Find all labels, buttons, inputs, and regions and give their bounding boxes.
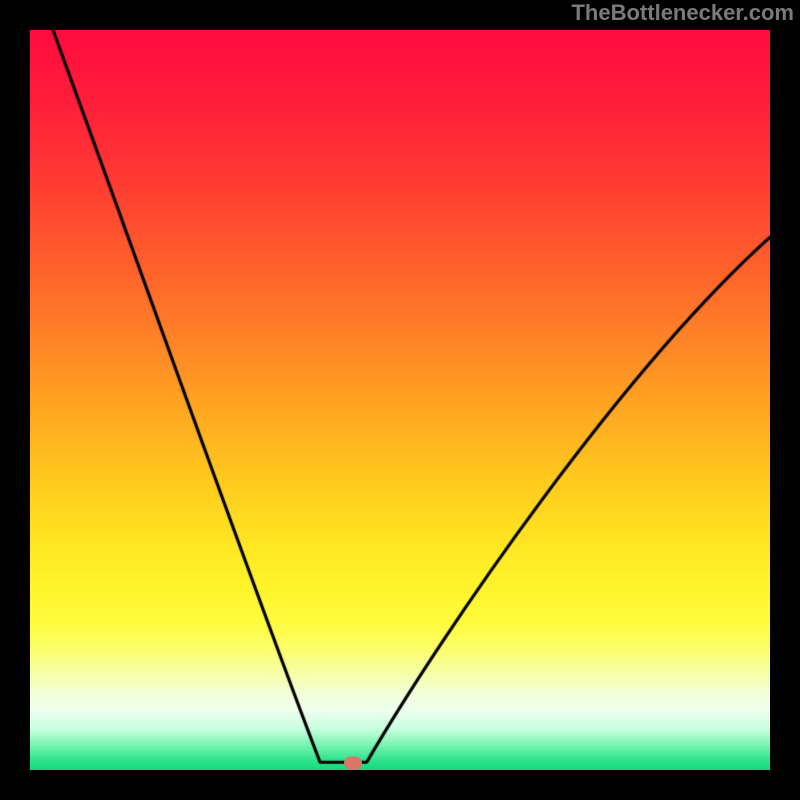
chart-stage: TheBottlenecker.com [0,0,800,800]
bottleneck-curve [30,30,770,770]
watermark-text: TheBottlenecker.com [571,0,794,26]
